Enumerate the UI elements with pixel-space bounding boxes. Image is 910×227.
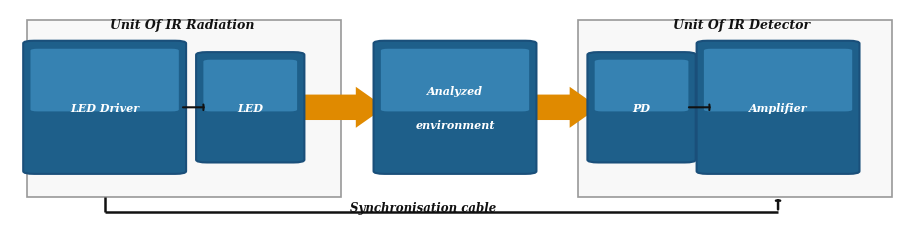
Text: Unit Of IR Radiation: Unit Of IR Radiation	[110, 18, 254, 32]
FancyBboxPatch shape	[24, 42, 186, 174]
Text: PD: PD	[632, 102, 651, 113]
FancyBboxPatch shape	[373, 42, 536, 174]
Polygon shape	[298, 87, 385, 128]
FancyBboxPatch shape	[704, 49, 852, 112]
Text: Amplifier: Amplifier	[749, 102, 807, 113]
FancyBboxPatch shape	[27, 20, 341, 197]
Text: Analyzed: Analyzed	[427, 85, 483, 96]
FancyBboxPatch shape	[380, 49, 529, 112]
Text: Synchronisation cable: Synchronisation cable	[350, 201, 496, 214]
Polygon shape	[526, 87, 599, 128]
Text: LED Driver: LED Driver	[70, 102, 139, 113]
FancyBboxPatch shape	[31, 49, 178, 112]
FancyBboxPatch shape	[578, 20, 892, 197]
FancyBboxPatch shape	[204, 60, 297, 112]
Text: Unit Of IR Detector: Unit Of IR Detector	[673, 18, 810, 32]
Text: LED: LED	[238, 102, 263, 113]
FancyBboxPatch shape	[588, 53, 695, 163]
FancyBboxPatch shape	[197, 53, 304, 163]
Text: environment: environment	[415, 119, 495, 130]
FancyBboxPatch shape	[595, 60, 688, 112]
FancyBboxPatch shape	[697, 42, 859, 174]
